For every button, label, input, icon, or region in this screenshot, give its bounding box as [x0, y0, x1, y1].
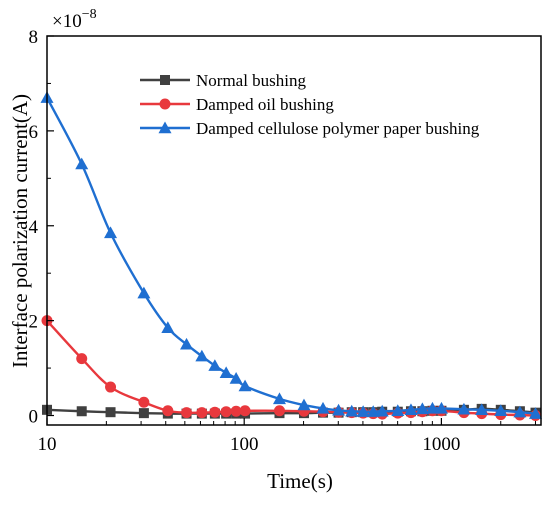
data-point [138, 408, 149, 419]
data-point [273, 405, 285, 417]
plot-content [40, 91, 543, 422]
data-point [375, 404, 389, 417]
x-tick-label: 1000 [422, 434, 460, 455]
legend-item: Damped cellulose polymer paper bushing [140, 119, 480, 138]
data-point [404, 403, 418, 416]
data-point [181, 407, 193, 419]
legend-item: Normal bushing [140, 71, 307, 90]
axis-ticks: 10 100 1000 0 2 4 6 8 [29, 27, 536, 455]
data-point [76, 406, 87, 417]
data-point [391, 404, 405, 416]
legend-label: Damped oil bushing [196, 95, 334, 114]
data-point [356, 405, 370, 417]
data-point [196, 407, 208, 419]
legend-marker [159, 98, 171, 110]
data-point [475, 403, 489, 416]
data-point [366, 405, 380, 417]
data-point [76, 353, 88, 365]
data-point [161, 321, 175, 333]
data-point [425, 401, 439, 414]
plot-frame [46, 35, 542, 426]
data-point [494, 404, 508, 416]
x-tick-label: 100 [230, 434, 259, 455]
legend-marker [158, 121, 172, 134]
data-point [529, 407, 543, 419]
data-point [180, 337, 194, 350]
data-point [230, 405, 242, 417]
data-point [105, 381, 117, 393]
y-axis-title: Interface polarization current(A) [8, 94, 32, 368]
data-point [415, 402, 429, 415]
legend-label: Damped cellulose polymer paper bushing [196, 119, 480, 138]
data-point [138, 396, 150, 408]
data-point [208, 359, 222, 371]
data-point [297, 398, 311, 411]
data-point [238, 379, 252, 392]
data-point [457, 402, 471, 415]
legend-marker [160, 75, 170, 85]
data-point [345, 404, 359, 417]
y-tick-label: 6 [29, 122, 39, 143]
data-point [220, 406, 232, 418]
data-point [316, 401, 330, 414]
data-point [219, 366, 233, 379]
data-point [104, 226, 118, 239]
y-tick-label: 2 [29, 312, 39, 333]
data-point [75, 157, 89, 170]
legend-item: Damped oil bushing [140, 95, 334, 114]
data-point [513, 405, 527, 418]
y-tick-label: 4 [29, 217, 39, 238]
y-tick-label: 8 [29, 27, 39, 48]
data-point [272, 392, 286, 405]
data-point [434, 401, 448, 414]
legend: Normal bushing Damped oil bushing Damped c… [140, 71, 480, 138]
x-axis-title: Time(s) [267, 469, 333, 493]
x-tick-label: 10 [38, 434, 57, 455]
data-point [239, 405, 251, 417]
data-point [162, 405, 174, 417]
data-point [137, 286, 151, 299]
series-3 [40, 91, 543, 419]
legend-label: Normal bushing [196, 71, 307, 90]
data-point [229, 372, 243, 384]
data-point [195, 349, 209, 362]
data-point [332, 403, 346, 416]
data-point [209, 406, 221, 418]
y-axis-multiplier: ×10−8 [52, 7, 97, 32]
series-line [45, 97, 536, 415]
y-tick-label: 0 [29, 407, 39, 428]
data-point [105, 407, 116, 418]
